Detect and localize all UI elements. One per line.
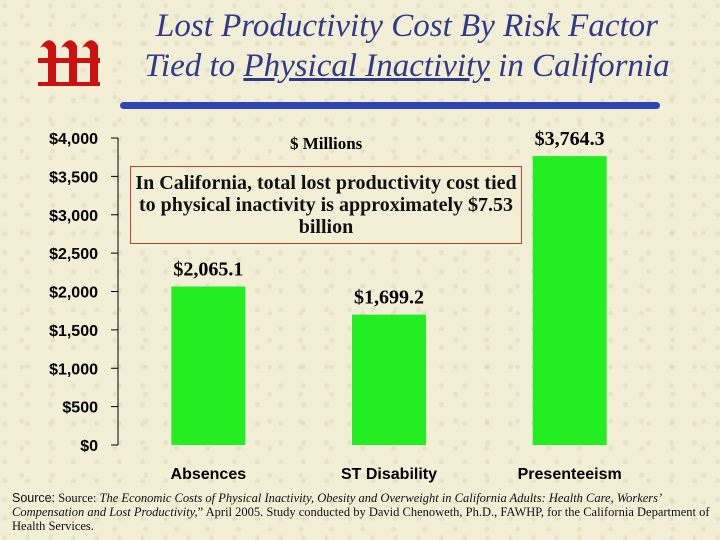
unit-label: $ Millions — [290, 134, 363, 153]
y-tick-label: $1,500 — [49, 323, 98, 340]
y-tick-label: $3,000 — [49, 208, 98, 225]
callout-box: In California, total lost productivity c… — [130, 166, 522, 244]
title-line-2-pre: Tied to — [144, 48, 244, 84]
page-title: Lost Productivity Cost By Risk Factor Ti… — [112, 6, 702, 86]
data-label: $2,065.1 — [173, 259, 243, 281]
x-category-label: Absences — [171, 466, 247, 483]
title-line-2-post: in California — [489, 48, 670, 84]
title-line-2: Tied to Physical Inactivity in Californi… — [112, 46, 702, 86]
x-category-label: ST Disability — [341, 466, 437, 483]
callout-text: In California, total lost productivity c… — [135, 172, 517, 238]
title-rule — [120, 102, 660, 109]
y-tick-label: $500 — [62, 400, 98, 417]
source-note: Source: Source: The Economic Costs of Ph… — [12, 491, 712, 533]
data-label: $3,764.3 — [535, 128, 605, 150]
source-rest: ” April 2005. Study conducted by David C… — [12, 505, 710, 533]
source-prefix: Source: — [58, 491, 100, 505]
y-tick-label: $1,000 — [49, 361, 98, 378]
bar-chart: $0 $500 $1,000 $1,500 $2,000 $2,500 $3,000 $3,5… — [49, 128, 622, 483]
y-tick-label: $0 — [80, 438, 98, 455]
data-label: $1,699.2 — [354, 287, 424, 309]
source-title: The Economic Costs of Physical Inactivit… — [12, 491, 661, 519]
y-tick-label: $2,500 — [49, 246, 98, 263]
y-tick-label: $4,000 — [49, 131, 98, 148]
x-category-label: Presenteeism — [518, 466, 622, 483]
y-tick-label: $2,000 — [49, 285, 98, 302]
source-lead: Source: — [12, 491, 56, 505]
bar-st-disability — [352, 314, 426, 445]
y-tick-label: $3,500 — [49, 169, 98, 186]
bar-presenteeism — [532, 156, 607, 446]
bar-absences — [171, 286, 246, 445]
logo-mark-icon — [38, 40, 100, 86]
title-line-1: Lost Productivity Cost By Risk Factor — [156, 8, 658, 44]
title-underlined-phrase: Physical Inactivity — [243, 48, 490, 84]
